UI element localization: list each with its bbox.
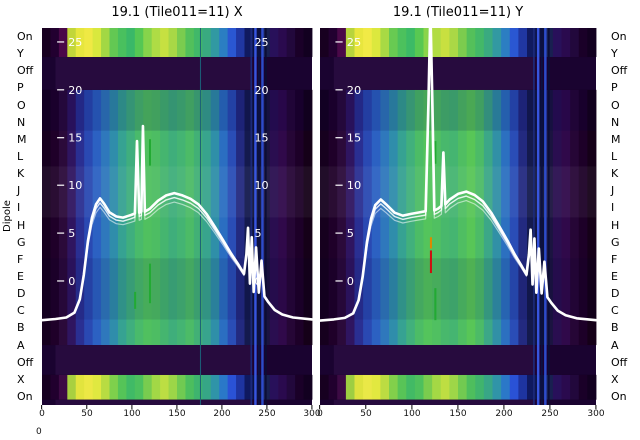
row-label: X (611, 372, 619, 386)
x-tick-label: 200 (495, 405, 513, 420)
svg-text:15: 15 (347, 132, 361, 145)
svg-text:15: 15 (68, 132, 82, 145)
row-label: P (611, 81, 618, 95)
x-tick-label: 0 (39, 405, 45, 420)
svg-text:5: 5 (254, 227, 261, 240)
svg-text:0: 0 (347, 275, 354, 288)
x-tick-label: 0 (317, 405, 323, 420)
x-tick-label: 300 (587, 405, 605, 420)
svg-text:20: 20 (254, 84, 268, 97)
svg-text:15: 15 (254, 132, 268, 145)
heatmap-svg-y: 25 20 15 10 5 0 (318, 9, 598, 405)
x-tick-label: 150 (168, 405, 186, 420)
row-label: A (17, 338, 25, 352)
row-label: L (17, 150, 24, 164)
row-label: F (17, 252, 24, 266)
row-label: Off (611, 64, 628, 78)
row-label: N (17, 115, 26, 129)
row-label: K (611, 167, 619, 181)
row-label: F (611, 252, 618, 266)
row-label: On (17, 390, 33, 404)
x-tick-label: 100 (403, 405, 421, 420)
row-label: E (17, 270, 24, 284)
panel-title-y: 19.1 (Tile011=11) Y (392, 5, 524, 20)
row-labels-right: On Y Off P O N M L K J I H G F E D C B A Off X On (611, 28, 639, 405)
row-label: A (611, 338, 619, 352)
row-label: Off (611, 355, 628, 369)
svg-text:20: 20 (347, 84, 361, 97)
row-label: D (17, 287, 26, 301)
row-label: K (17, 167, 25, 181)
row-label: G (17, 235, 26, 249)
svg-text:25: 25 (68, 36, 82, 49)
x-axis-x: 0 50 100 150 200 250 300 (39, 405, 321, 429)
row-label: X (17, 372, 25, 386)
row-label: P (17, 81, 24, 95)
row-label: L (611, 150, 618, 164)
row-label: G (611, 235, 620, 249)
row-label: On (611, 390, 627, 404)
corner-zero-label: 0 (36, 427, 42, 437)
row-label: On (17, 30, 33, 44)
x-tick-label: 200 (213, 405, 231, 420)
svg-text:25: 25 (254, 36, 268, 49)
panel-title-x: 19.1 (Tile011=11) X (111, 5, 243, 20)
svg-text:10: 10 (68, 179, 82, 192)
row-label: D (611, 287, 620, 301)
heatmap-panel-x: 25 25 20 20 15 15 10 10 5 5 0 0 (40, 28, 314, 405)
row-label: I (17, 201, 21, 215)
row-label: H (17, 218, 26, 232)
row-label: C (611, 304, 619, 318)
row-label: I (611, 201, 615, 215)
row-label: M (17, 132, 27, 146)
svg-text:0: 0 (68, 275, 75, 288)
x-tick-label: 150 (449, 405, 467, 420)
row-labels-left: On Y Off P O N M L K J I H G F E D C B A Off X On (17, 28, 41, 405)
x-tick-label: 50 (81, 405, 93, 420)
x-tick-label: 300 (303, 405, 321, 420)
heatmap-panel-y: 25 20 15 10 5 0 (318, 9, 598, 405)
row-label: J (17, 184, 21, 198)
x-axis-y: 0 50 100 150 200 250 300 (317, 405, 605, 429)
svg-text:5: 5 (68, 227, 75, 240)
svg-text:10: 10 (347, 179, 361, 192)
y-axis-label: Dipole (2, 200, 13, 232)
row-label: Off (17, 355, 34, 369)
row-label: M (611, 132, 621, 146)
row-label: J (611, 184, 615, 198)
svg-text:20: 20 (68, 84, 82, 97)
row-label: Y (17, 47, 24, 61)
svg-text:10: 10 (254, 179, 268, 192)
svg-text:25: 25 (347, 36, 361, 49)
row-label: C (17, 304, 25, 318)
row-label: Y (611, 47, 618, 61)
row-label: B (611, 321, 619, 335)
x-tick-label: 50 (360, 405, 372, 420)
row-label: On (611, 30, 627, 44)
row-label: O (17, 98, 26, 112)
row-label: O (611, 98, 620, 112)
svg-text:5: 5 (347, 227, 354, 240)
x-tick-label: 250 (541, 405, 559, 420)
row-label: H (611, 218, 620, 232)
row-label: N (611, 115, 620, 129)
row-label: Off (17, 64, 34, 78)
row-label: E (611, 270, 618, 284)
x-tick-label: 250 (258, 405, 276, 420)
row-label: B (17, 321, 25, 335)
x-tick-label: 100 (123, 405, 141, 420)
